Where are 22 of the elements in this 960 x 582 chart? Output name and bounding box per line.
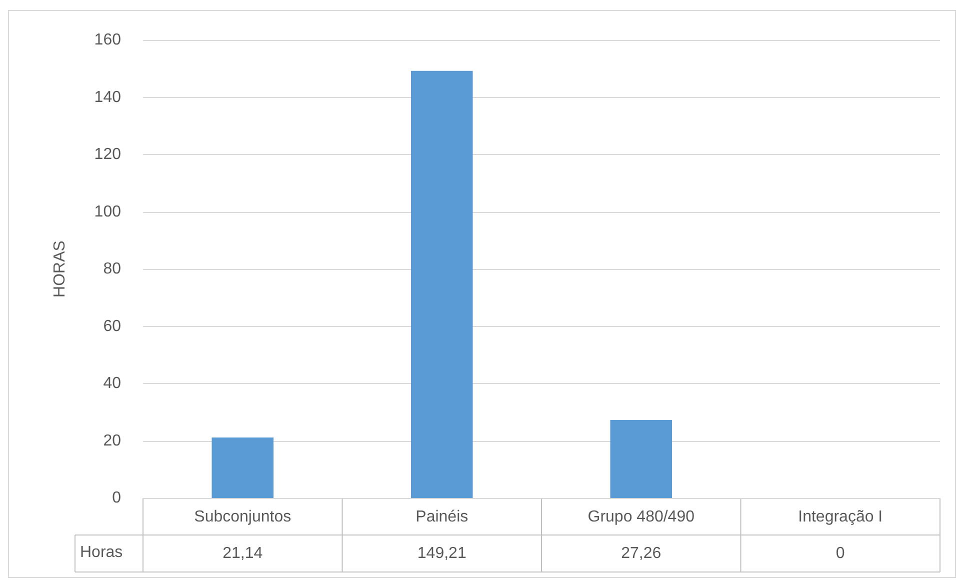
y-tick-label: 0 bbox=[112, 490, 122, 506]
data-label: 149,21 bbox=[417, 545, 466, 562]
data-label: 21,14 bbox=[222, 545, 263, 562]
bar bbox=[212, 437, 274, 498]
y-tick-label: 140 bbox=[94, 88, 122, 106]
y-tick-label: 120 bbox=[94, 146, 122, 163]
y-tick-label: 160 bbox=[94, 32, 122, 48]
y-tick-label: 40 bbox=[103, 375, 122, 392]
y-tick-label: 100 bbox=[94, 203, 122, 220]
x-tick-label: Grupo 480/490 bbox=[588, 508, 695, 526]
x-tick-label: Painéis bbox=[416, 508, 468, 526]
y-tick-label: 80 bbox=[103, 260, 122, 278]
y-tick-label: 20 bbox=[103, 432, 122, 450]
data-label: 0 bbox=[836, 545, 845, 562]
y-axis-title: HORAS bbox=[52, 240, 68, 298]
y-tick-label: 60 bbox=[103, 318, 122, 335]
bar bbox=[410, 70, 473, 498]
text: Horas bbox=[80, 544, 123, 561]
data-label: 27,26 bbox=[621, 545, 662, 562]
x-tick-label: Integração I bbox=[798, 508, 883, 526]
bar bbox=[610, 420, 672, 498]
x-tick-label: Subconjuntos bbox=[194, 508, 292, 526]
